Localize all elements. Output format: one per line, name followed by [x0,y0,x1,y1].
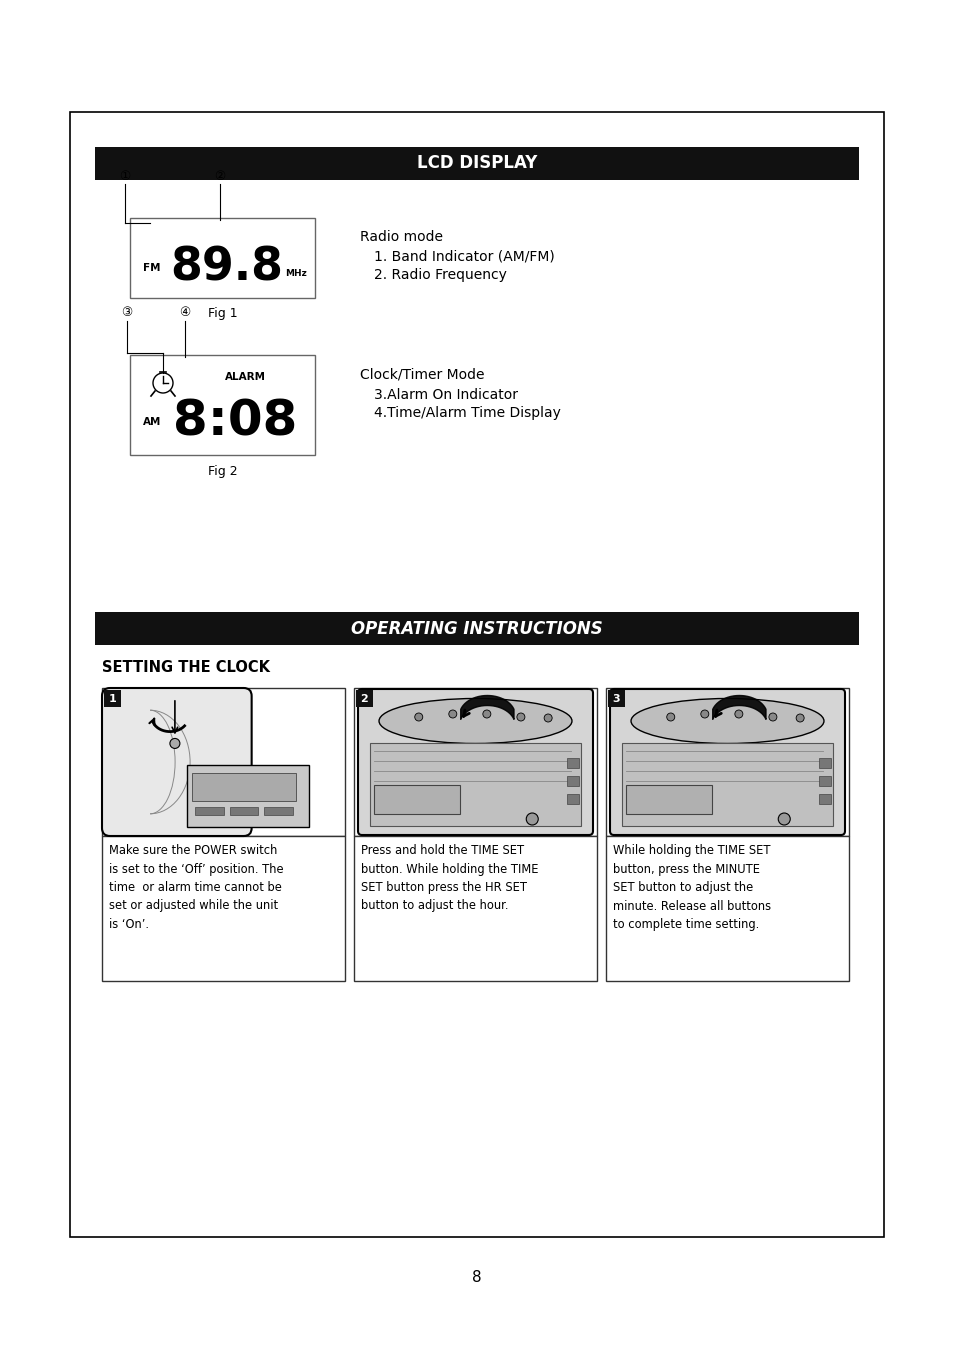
Text: 4.Time/Alarm Time Display: 4.Time/Alarm Time Display [374,407,560,420]
Bar [192,773,295,801]
Text: MHz: MHz [285,269,307,278]
Text: Make sure the POWER switch
is set to the ‘Off’ position. The
time  or alarm time: Make sure the POWER switch is set to the… [109,844,283,931]
Bar [187,765,308,827]
Circle shape [170,739,180,748]
Text: 1. Band Indicator (AM/FM): 1. Band Indicator (AM/FM) [374,250,554,263]
Text: Fig 2: Fig 2 [208,465,237,477]
Bar [818,758,830,767]
Bar [621,743,832,825]
Circle shape [700,711,708,717]
Bar [70,112,883,1238]
Circle shape [517,713,524,721]
Circle shape [768,713,776,721]
Text: ④: ④ [179,307,191,319]
Bar [374,785,459,815]
Text: While holding the TIME SET
button, press the MINUTE
SET button to adjust the
min: While holding the TIME SET button, press… [613,844,770,931]
Bar [230,807,257,815]
Text: 3: 3 [612,693,619,704]
Bar [818,794,830,804]
Text: 8:08: 8:08 [172,399,297,446]
Text: ①: ① [119,169,131,182]
Bar [818,775,830,786]
Text: FM: FM [143,262,160,273]
Text: SETTING THE CLOCK: SETTING THE CLOCK [102,661,270,676]
Text: Radio mode: Radio mode [359,230,442,245]
Circle shape [666,713,674,721]
Bar [625,785,712,815]
Text: AM: AM [143,417,161,427]
Bar [130,218,314,299]
Text: 8: 8 [472,1270,481,1286]
Bar [566,775,578,786]
FancyBboxPatch shape [357,689,593,835]
Bar [605,836,848,981]
Text: 2. Radio Frequency: 2. Radio Frequency [374,267,506,282]
Circle shape [778,813,789,825]
Bar [355,690,373,707]
Bar [95,612,858,644]
Text: 89.8: 89.8 [171,245,283,290]
Circle shape [543,713,552,721]
Circle shape [448,711,456,717]
Circle shape [415,713,422,721]
Text: ②: ② [214,169,226,182]
Text: ③: ③ [121,307,132,319]
Text: 3.Alarm On Indicator: 3.Alarm On Indicator [374,388,517,403]
Bar [95,147,858,180]
Text: Clock/Timer Mode: Clock/Timer Mode [359,367,484,382]
Bar [607,690,624,707]
FancyBboxPatch shape [609,689,844,835]
Text: 2: 2 [360,693,368,704]
Bar [194,807,223,815]
Bar [264,807,293,815]
Text: Fig 1: Fig 1 [208,308,237,320]
Bar [354,836,597,981]
Bar [104,690,121,707]
Circle shape [152,373,172,393]
Bar [566,794,578,804]
Text: 1: 1 [109,693,116,704]
Bar [370,743,580,825]
Ellipse shape [378,698,572,743]
Bar [130,355,314,455]
Text: ALARM: ALARM [224,372,265,382]
Text: Press and hold the TIME SET
button. While holding the TIME
SET button press the : Press and hold the TIME SET button. Whil… [360,844,537,912]
Bar [566,758,578,767]
FancyBboxPatch shape [102,688,252,836]
Circle shape [796,713,803,721]
Text: OPERATING INSTRUCTIONS: OPERATING INSTRUCTIONS [351,620,602,638]
Ellipse shape [630,698,823,743]
Bar [354,688,597,836]
Text: LCD DISPLAY: LCD DISPLAY [416,154,537,173]
Bar [605,688,848,836]
Bar [102,688,345,836]
Circle shape [482,711,491,717]
Circle shape [734,711,742,717]
Circle shape [526,813,537,825]
Bar [102,836,345,981]
